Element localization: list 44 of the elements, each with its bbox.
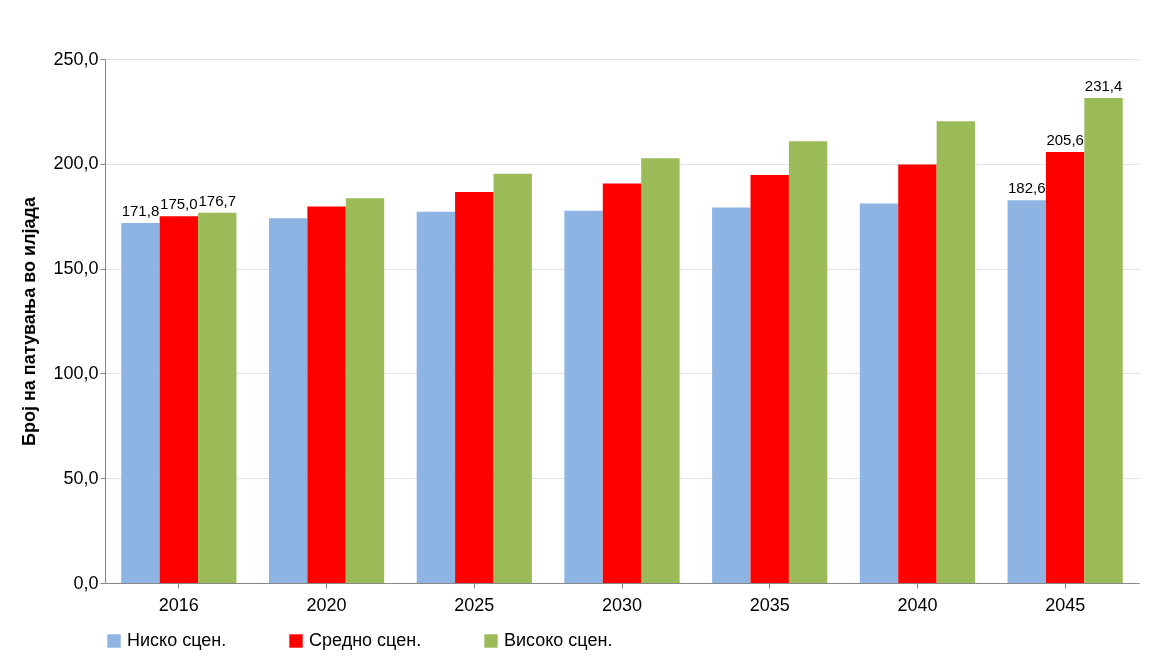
bar	[345, 198, 385, 583]
x-tick-label: 2020	[306, 594, 347, 615]
data-label: 175,0	[160, 195, 198, 213]
y-tick-label: 250,0	[53, 48, 99, 69]
bar	[788, 141, 828, 583]
legend-label: Средно сцен.	[309, 630, 422, 650]
bar	[641, 158, 680, 583]
bar	[416, 211, 456, 583]
bar	[455, 191, 494, 583]
bar	[1007, 200, 1046, 583]
bar	[268, 218, 308, 583]
legend-label: Високо сцен.	[504, 630, 613, 650]
x-tick-label: 2040	[897, 594, 938, 615]
y-tick-label: 200,0	[53, 153, 99, 174]
bar	[493, 173, 532, 583]
x-tick-label: 2016	[158, 594, 199, 615]
data-label: 176,7	[198, 191, 237, 209]
bar	[859, 203, 899, 583]
bar	[898, 164, 937, 583]
x-tick-label: 2035	[749, 594, 790, 615]
bar	[159, 216, 199, 583]
data-label: 205,6	[1046, 131, 1084, 149]
bar	[750, 174, 789, 583]
y-tick-label: 100,0	[53, 362, 99, 383]
y-tick-label: 150,0	[53, 258, 99, 279]
bar	[936, 121, 976, 583]
x-tick-label: 2045	[1045, 594, 1086, 615]
bar	[564, 210, 603, 583]
bar	[712, 207, 751, 583]
bar	[198, 212, 237, 583]
data-label: 171,8	[121, 201, 160, 219]
x-tick-label: 2030	[601, 594, 643, 615]
x-tick-label: 2025	[454, 594, 495, 615]
bar	[1084, 97, 1123, 583]
bar	[307, 206, 346, 583]
data-label: 182,6	[1007, 179, 1046, 197]
y-tick-label: 0,0	[73, 572, 99, 593]
y-axis-title: Број на патувања во илјада	[19, 196, 40, 446]
data-label: 231,4	[1084, 76, 1123, 94]
bar	[602, 183, 642, 583]
legend-label: Ниско сцен.	[127, 630, 227, 650]
bar	[1045, 152, 1085, 583]
y-tick-label: 50,0	[63, 467, 99, 488]
bar	[121, 222, 160, 583]
